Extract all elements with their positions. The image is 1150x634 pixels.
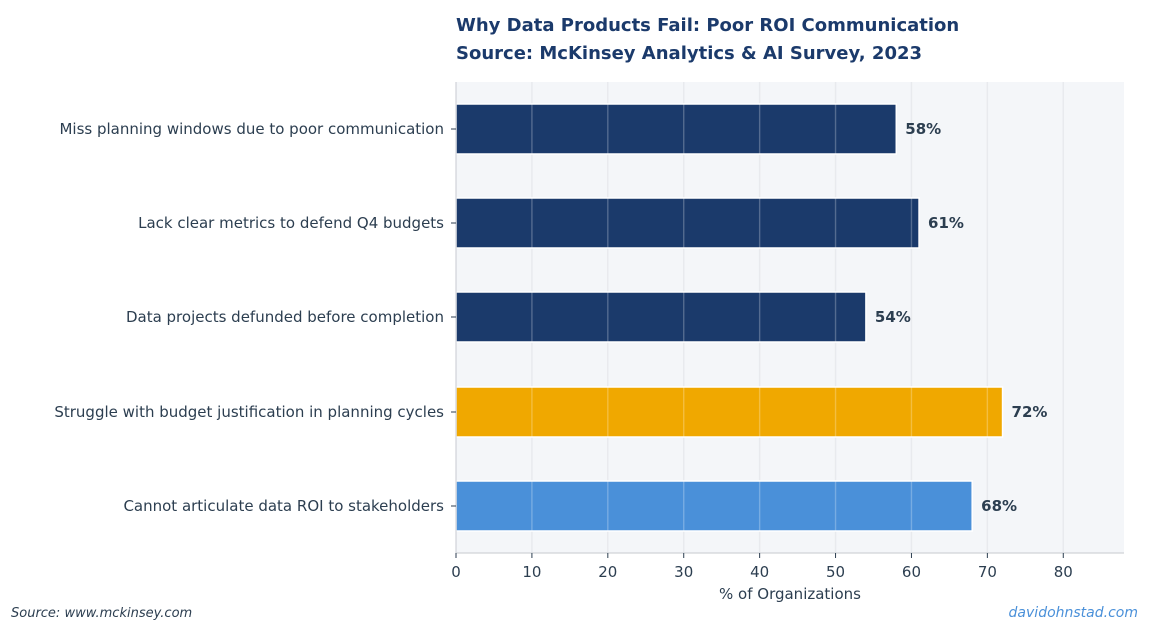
chart-title-block: Why Data Products Fail: Poor ROI Communi… bbox=[456, 12, 959, 68]
bar[interactable] bbox=[455, 291, 867, 343]
bar[interactable] bbox=[455, 103, 898, 155]
category-label: Lack clear metrics to defend Q4 budgets bbox=[138, 214, 444, 232]
category-label: Cannot articulate data ROI to stakeholde… bbox=[123, 497, 444, 515]
chart-subtitle: Source: McKinsey Analytics & AI Survey, … bbox=[456, 43, 923, 64]
data-label: 58% bbox=[905, 120, 941, 138]
footer-source: Source: www.mckinsey.com bbox=[11, 606, 193, 621]
data-label: 61% bbox=[928, 214, 964, 232]
x-tick-label: 70 bbox=[978, 563, 997, 581]
x-tick-label: 10 bbox=[522, 563, 541, 581]
x-tick-label: 40 bbox=[750, 563, 769, 581]
data-label: 72% bbox=[1012, 403, 1048, 421]
x-tick-label: 80 bbox=[1054, 563, 1073, 581]
x-tick-label: 50 bbox=[826, 563, 845, 581]
x-tick-label: 30 bbox=[674, 563, 693, 581]
bar[interactable] bbox=[455, 197, 920, 249]
x-axis-title: % of Organizations bbox=[719, 585, 861, 603]
bar[interactable] bbox=[455, 386, 1004, 438]
data-label: 68% bbox=[981, 497, 1017, 515]
category-label: Miss planning windows due to poor commun… bbox=[59, 120, 444, 138]
footer-credit[interactable]: davidohnstad.com bbox=[1008, 605, 1138, 621]
category-label: Data projects defunded before completion bbox=[126, 308, 444, 326]
x-tick-label: 0 bbox=[451, 563, 461, 581]
bar[interactable] bbox=[455, 480, 973, 532]
data-label: 54% bbox=[875, 308, 911, 326]
x-tick-label: 60 bbox=[902, 563, 921, 581]
chart-title: Why Data Products Fail: Poor ROI Communi… bbox=[456, 15, 960, 36]
x-tick-label: 20 bbox=[598, 563, 617, 581]
category-label: Struggle with budget justification in pl… bbox=[54, 403, 444, 421]
